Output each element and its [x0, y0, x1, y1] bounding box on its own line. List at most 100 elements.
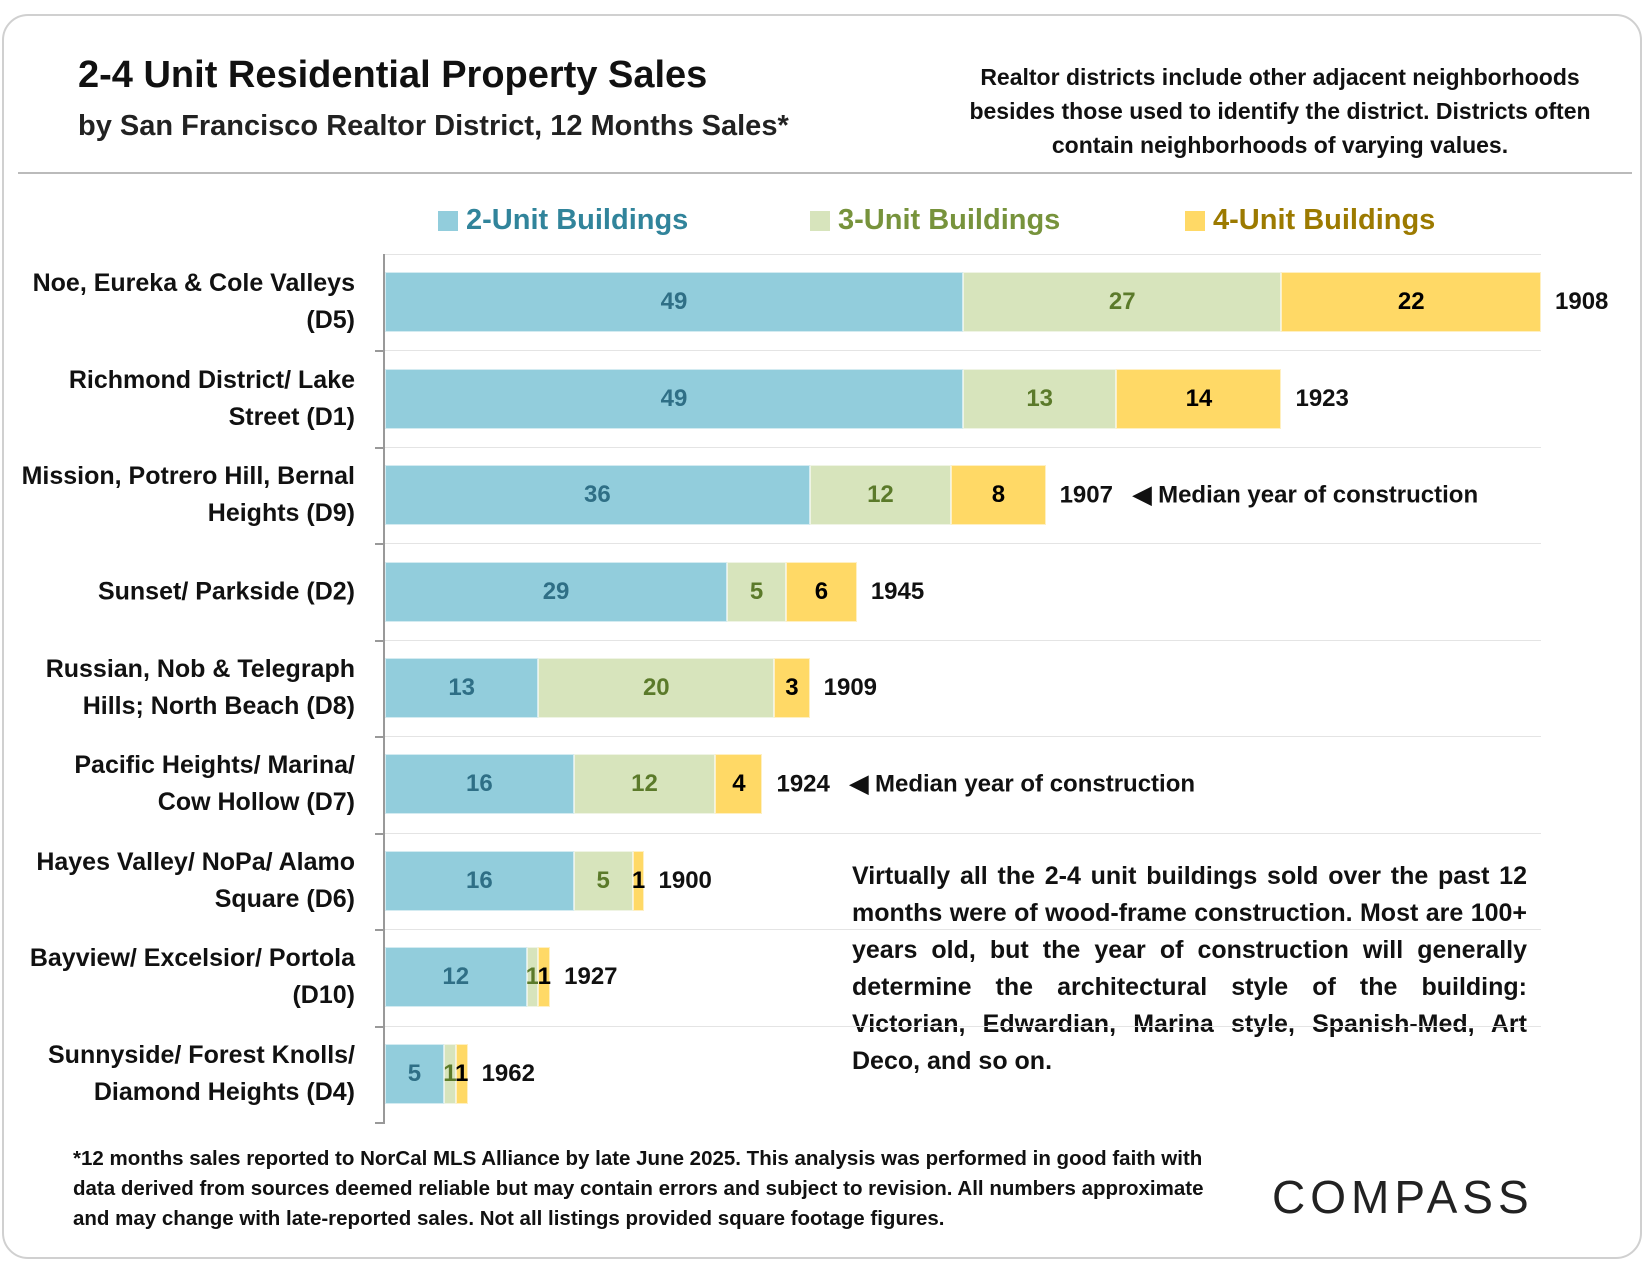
grid-line: [385, 736, 1541, 738]
grid-line: [385, 1025, 1541, 1027]
data-label: 1: [454, 1059, 469, 1087]
bar-segment: 1: [454, 1043, 469, 1104]
axis-tick: [375, 543, 385, 546]
data-label: 13: [448, 674, 476, 701]
bar-segment: 20: [538, 658, 775, 718]
data-label: 3: [785, 674, 799, 701]
data-label: 16: [466, 770, 493, 798]
axis-tick: [375, 1122, 385, 1124]
median-year: 1907 ◀ Median year of construction: [1059, 481, 1479, 509]
note: Realtor districts include other adjacent…: [969, 64, 1591, 158]
axis-tick: [375, 736, 385, 739]
data-label: 12: [867, 481, 894, 509]
legend-swatch: [438, 210, 458, 231]
data-label: 5: [596, 866, 610, 894]
data-label: 27: [1108, 288, 1136, 316]
median-year: 1962: [481, 1059, 535, 1087]
median-year: 1945: [870, 577, 925, 605]
chart-title: 2-4 Unit Residential Property Sales: [78, 54, 708, 96]
data-label: 12: [442, 963, 470, 991]
footnote: *12 months sales reported to NorCal MLS …: [73, 1147, 1204, 1230]
data-label: 1: [443, 1059, 457, 1087]
commentary: Virtually all the 2-4 unit buildings sol…: [852, 862, 1527, 1075]
category-label: Hayes Valley/ NoPa/ Alamo Square (D6): [36, 847, 355, 913]
bar-segment: 12: [573, 754, 716, 815]
category-label: Sunset/ Parkside (D2): [97, 577, 355, 606]
bar-segment: 29: [385, 561, 728, 622]
data-label: 20: [642, 674, 670, 701]
legend-swatch: [1185, 210, 1205, 231]
data-label: 22: [1397, 288, 1425, 316]
grid-line: [385, 639, 1541, 641]
category-label: Noe, Eureka & Cole Valleys (D5): [32, 269, 355, 335]
logo: COMPASS: [1272, 1171, 1534, 1223]
data-label: 4: [732, 770, 746, 798]
bar-segment: 1: [443, 1043, 457, 1104]
data-label: 12: [631, 770, 658, 798]
data-label: 5: [407, 1059, 422, 1087]
category-label: Pacific Heights/ Marina/ Cow Hollow (D7): [74, 751, 355, 817]
legend-label: 3-Unit Buildings: [838, 204, 1061, 236]
card: [2, 14, 1642, 1259]
legend-item: 3-Unit Buildings: [810, 204, 1060, 237]
category-label: Mission, Potrero Hill, Bernal Heights (D…: [21, 462, 355, 528]
median-year: 1900: [658, 866, 712, 894]
axis-tick: [375, 350, 385, 353]
axis-tick: [375, 1025, 385, 1028]
bar-segment: 6: [786, 561, 857, 622]
bar-segment: 16: [385, 850, 574, 911]
bar-segment: 49: [385, 272, 963, 333]
axis-line: [383, 254, 385, 1122]
bar-segment: 5: [727, 561, 787, 622]
legend-label: 4-Unit Buildings: [1213, 204, 1436, 236]
median-year: 1908: [1555, 288, 1609, 316]
bar-segment: 5: [385, 1043, 444, 1104]
axis-tick: [375, 446, 385, 449]
bar-segment: 5: [573, 850, 633, 911]
data-label: 5: [749, 577, 764, 605]
bar-segment: 3: [774, 658, 810, 718]
bar-segment: 12: [385, 947, 527, 1008]
bar-segment: 13: [385, 658, 539, 718]
grid-line: [385, 350, 1541, 352]
grid-line: [385, 832, 1541, 834]
grid-line: [385, 446, 1541, 448]
bar-segment: 13: [963, 368, 1117, 429]
median-year: 1927: [564, 963, 618, 991]
category-label: Bayview/ Excelsior/ Portola (D10): [29, 944, 355, 1010]
bar-segment: 1: [631, 850, 646, 911]
bar-segment: 8: [951, 465, 1046, 526]
data-label: 1: [537, 963, 551, 991]
category-label: Richmond District/ Lake Street (D1): [68, 365, 355, 431]
grid-line: [385, 543, 1541, 545]
bar-segment: 14: [1116, 368, 1282, 429]
bar-segment: 12: [809, 465, 952, 526]
data-label: 14: [1185, 384, 1213, 412]
data-label: 8: [991, 481, 1006, 509]
axis-tick: [375, 639, 385, 642]
data-label: 49: [660, 288, 688, 316]
separator: [18, 172, 1632, 174]
median-year: 1924 ◀ Median year of construction: [776, 770, 1196, 798]
data-label: 6: [814, 577, 829, 605]
data-label: 13: [1026, 384, 1054, 412]
grid-line: [385, 254, 1541, 255]
axis-tick: [375, 929, 385, 932]
bar-segment: 16: [385, 754, 574, 815]
median-note: ◀ Median year of construction: [1132, 481, 1479, 509]
category-label: Russian, Nob & Telegraph Hills; North Be…: [45, 655, 355, 720]
data-label: 29: [542, 577, 570, 605]
data-label: 1: [525, 963, 540, 991]
legend-label: 2-Unit Buildings: [466, 204, 689, 236]
data-label: 1: [631, 866, 646, 894]
data-label: 49: [660, 384, 688, 412]
bar-segment: 36: [385, 465, 810, 526]
category-label: Sunnyside/ Forest Knolls/ Diamond Height…: [48, 1040, 355, 1106]
median-year: 1923: [1295, 384, 1349, 412]
axis-tick: [375, 832, 385, 835]
data-label: 16: [466, 866, 493, 894]
bar-segment: 4: [715, 754, 763, 815]
legend-swatch: [810, 210, 830, 231]
median-year: 1909: [823, 674, 878, 701]
